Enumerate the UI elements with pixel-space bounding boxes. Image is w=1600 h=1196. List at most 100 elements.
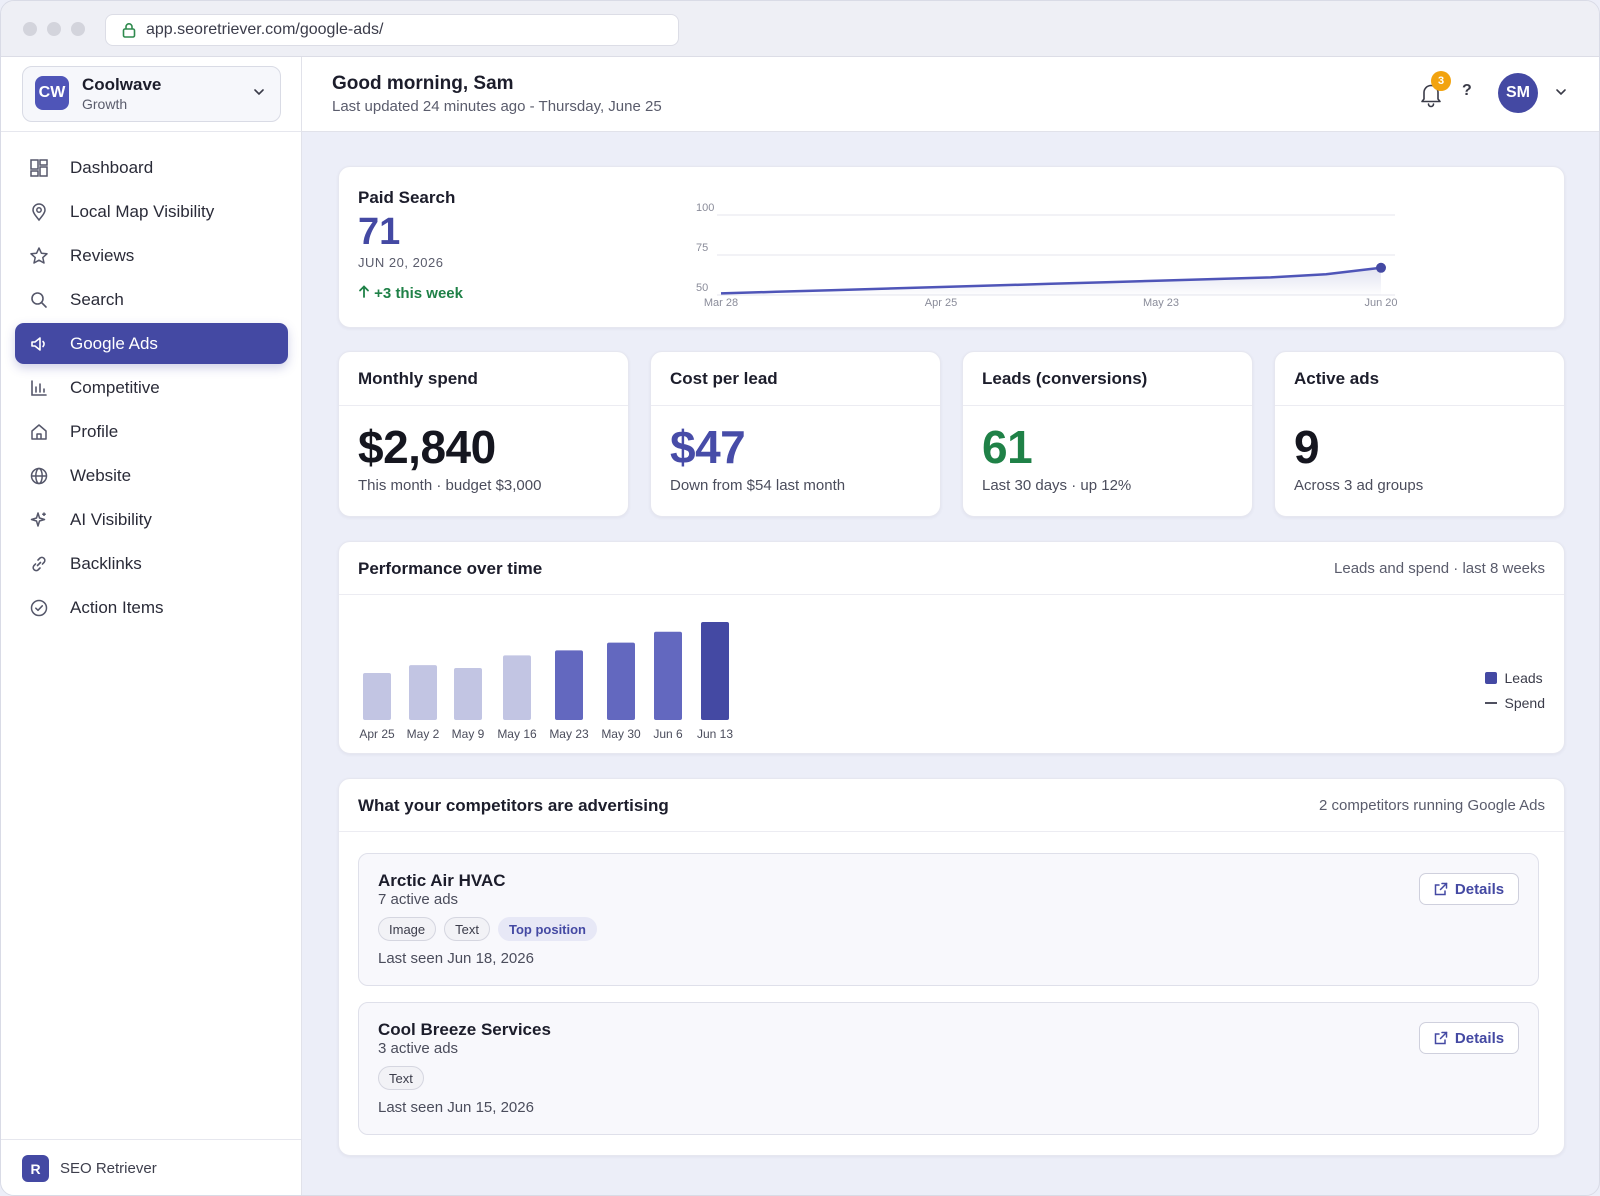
stat-card-cost-per-lead: Cost per lead $47 Down from $54 last mon… (650, 351, 941, 517)
y-tick-label: 50 (696, 282, 708, 294)
external-link-icon (1434, 1031, 1448, 1045)
section-meta: 2 competitors running Google Ads (1319, 797, 1545, 814)
tag: Image (378, 917, 437, 941)
sidebar-item-label: Backlinks (70, 553, 142, 573)
details-button-label: Details (1454, 1029, 1505, 1047)
competitor-name: Arctic Air HVAC (378, 871, 506, 890)
trend-line (720, 266, 1382, 295)
window-close-dot[interactable] (23, 22, 37, 36)
bar-leads (409, 665, 437, 720)
stat-value: 9 (1294, 421, 1320, 473)
competitor-ad-count: 3 active ads (378, 1040, 459, 1057)
section-title: What your competitors are advertising (358, 796, 669, 815)
x-tick-label: Jun 13 (697, 727, 733, 741)
x-tick-label: May 30 (601, 727, 641, 741)
search-icon (28, 289, 50, 311)
chart-legend: Leads Spend (1484, 665, 1545, 715)
y-tick-label: 75 (696, 242, 708, 254)
sidebar-item-google-ads[interactable]: Google Ads (15, 323, 288, 364)
sidebar: CW Coolwave Growth Dashboard Local Map V… (1, 57, 302, 1195)
bar-leads (654, 631, 682, 720)
stat-subtext: Down from $54 last month (670, 477, 846, 494)
brand-logo: R (22, 1155, 49, 1182)
y-tick-label: 100 (696, 202, 714, 214)
sidebar-item-label: AI Visibility (70, 509, 152, 529)
competitor-ad-count: 7 active ads (378, 891, 459, 908)
sidebar-item-label: Google Ads (70, 333, 158, 353)
sidebar-item-profile[interactable]: Profile (15, 411, 288, 452)
external-link-icon (1434, 882, 1448, 896)
megaphone-icon (28, 333, 50, 355)
legend-label-spend: Spend (1504, 694, 1545, 711)
legend-swatch-spend (1484, 701, 1497, 704)
sparkle-icon (28, 509, 50, 531)
sidebar-item-ai-visibility[interactable]: AI Visibility (15, 499, 288, 540)
sidebar-item-reviews[interactable]: Reviews (15, 235, 288, 276)
stat-value: 61 (982, 421, 1033, 473)
bar-leads (454, 668, 482, 720)
map-pin-icon (28, 201, 50, 223)
sidebar-item-label: Competitive (70, 377, 160, 397)
details-button[interactable]: Details (1419, 1022, 1519, 1054)
stat-value: $2,840 (358, 421, 496, 473)
paid-search-value: 71 (358, 211, 401, 253)
section-meta: Leads and spend · last 8 weeks (1334, 560, 1545, 577)
x-tick-label: Mar 28 (704, 297, 738, 309)
help-button[interactable]: ? (1462, 82, 1472, 99)
workspace-switcher[interactable]: CW Coolwave Growth (22, 66, 281, 122)
sidebar-item-search[interactable]: Search (15, 279, 288, 320)
bar-leads (363, 672, 391, 720)
x-tick-label: Jun 6 (653, 727, 683, 741)
details-button-label: Details (1454, 880, 1505, 898)
sidebar-item-local-map-visibility[interactable]: Local Map Visibility (15, 191, 288, 232)
ad-type-tags: Text (378, 1066, 432, 1090)
bar-leads (555, 650, 583, 720)
sidebar-nav: Dashboard Local Map Visibility Reviews S… (15, 147, 288, 631)
sidebar-item-dashboard[interactable]: Dashboard (15, 147, 288, 188)
sidebar-item-label: Local Map Visibility (70, 201, 215, 221)
chevron-down-icon (252, 85, 266, 104)
x-tick-label: Jun 20 (1364, 297, 1397, 309)
section-title: Performance over time (358, 559, 543, 578)
sidebar-item-website[interactable]: Website (15, 455, 288, 496)
competitors-card: What your competitors are advertising 2 … (338, 778, 1565, 1156)
paid-search-trend-chart: 50 75 100 Mar 28 Apr 25 May 23 Jun 20 (696, 202, 1398, 309)
browser-chrome: app.seoretriever.com/google-ads/ (1, 1, 1599, 57)
sidebar-item-label: Dashboard (70, 157, 154, 177)
x-tick-label: May 23 (549, 727, 589, 741)
competitor-last-seen: Last seen Jun 15, 2026 (378, 1099, 534, 1116)
sidebar-item-backlinks[interactable]: Backlinks (15, 543, 288, 584)
chevron-down-icon[interactable] (1554, 85, 1568, 104)
avatar[interactable]: SM (1498, 73, 1538, 113)
page-title: Good morning, Sam (332, 73, 514, 94)
link-icon (28, 553, 50, 575)
legend-swatch-leads (1484, 671, 1497, 684)
dashboard-icon (28, 157, 50, 179)
stat-title: Leads (conversions) (963, 352, 1252, 406)
bar-leads (503, 655, 531, 720)
competitor-name: Cool Breeze Services (378, 1020, 551, 1039)
x-tick-label: Apr 25 (925, 297, 957, 309)
window-minimize-dot[interactable] (47, 22, 61, 36)
window-maximize-dot[interactable] (71, 22, 85, 36)
sidebar-item-action-items[interactable]: Action Items (15, 587, 288, 628)
stat-card-monthly-spend: Monthly spend $2,840 This month · budget… (338, 351, 629, 517)
details-button[interactable]: Details (1419, 873, 1519, 905)
performance-card: Performance over time Leads and spend · … (338, 541, 1565, 754)
sidebar-item-label: Search (70, 289, 124, 309)
address-bar[interactable]: app.seoretriever.com/google-ads/ (105, 14, 679, 46)
competitor-card: Cool Breeze Services 3 active ads Text L… (358, 1002, 1539, 1135)
ad-type-tags: Image Text Top position (378, 917, 605, 941)
bar-leads (607, 642, 635, 720)
sidebar-item-competitive[interactable]: Competitive (15, 367, 288, 408)
sidebar-item-label: Action Items (70, 597, 164, 617)
storefront-icon (28, 421, 50, 443)
page-header: Good morning, Sam Last updated 24 minute… (302, 57, 1599, 132)
sidebar-footer: R SEO Retriever (1, 1139, 301, 1195)
notification-badge: 3 (1431, 71, 1451, 91)
check-circle-icon (28, 597, 50, 619)
stat-title: Monthly spend (339, 352, 628, 406)
performance-bar-chart: Apr 25 May 2 May 9 May 16 May 23 May 30 Jun 6 J… (359, 622, 733, 741)
bar-leads (701, 622, 729, 720)
